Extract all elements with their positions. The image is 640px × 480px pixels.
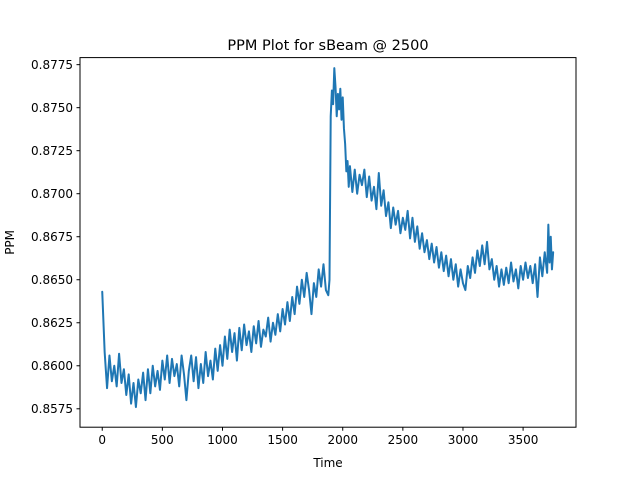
y-axis-label: PPM xyxy=(3,230,17,255)
y-tick-label: 0.8675 xyxy=(31,230,73,244)
y-tick-label: 0.8725 xyxy=(31,144,73,158)
plot-frame xyxy=(79,57,577,428)
series-layer xyxy=(101,67,555,409)
y-axis: 0.8575 0.8600 0.8625 0.8650 0.8675 0.8700 0.87… xyxy=(31,58,80,416)
y-tick-label: 0.8575 xyxy=(31,402,73,416)
y-tick-label: 0.8650 xyxy=(31,273,73,287)
y-tick-label: 0.8775 xyxy=(31,58,73,72)
x-tick-label: 1000 xyxy=(207,433,238,447)
y-tick-label: 0.8600 xyxy=(31,359,73,373)
x-tick-label: 3000 xyxy=(448,433,479,447)
x-axis: 0 500 1000 1500 2000 2500 3000 3500 xyxy=(98,427,538,447)
y-tick-label: 0.8625 xyxy=(31,316,73,330)
x-tick-label: 0 xyxy=(98,433,106,447)
x-tick-label: 3500 xyxy=(508,433,539,447)
y-tick-label: 0.8700 xyxy=(31,187,73,201)
x-axis-label: Time xyxy=(312,456,342,470)
x-tick-label: 500 xyxy=(151,433,174,447)
y-tick-label: 0.8750 xyxy=(31,101,73,115)
x-tick-label: 2000 xyxy=(327,433,358,447)
series-line-0 xyxy=(101,67,555,409)
x-tick-label: 1500 xyxy=(267,433,298,447)
chart-title: PPM Plot for sBeam @ 2500 xyxy=(227,38,428,54)
x-tick-label: 2500 xyxy=(388,433,419,447)
